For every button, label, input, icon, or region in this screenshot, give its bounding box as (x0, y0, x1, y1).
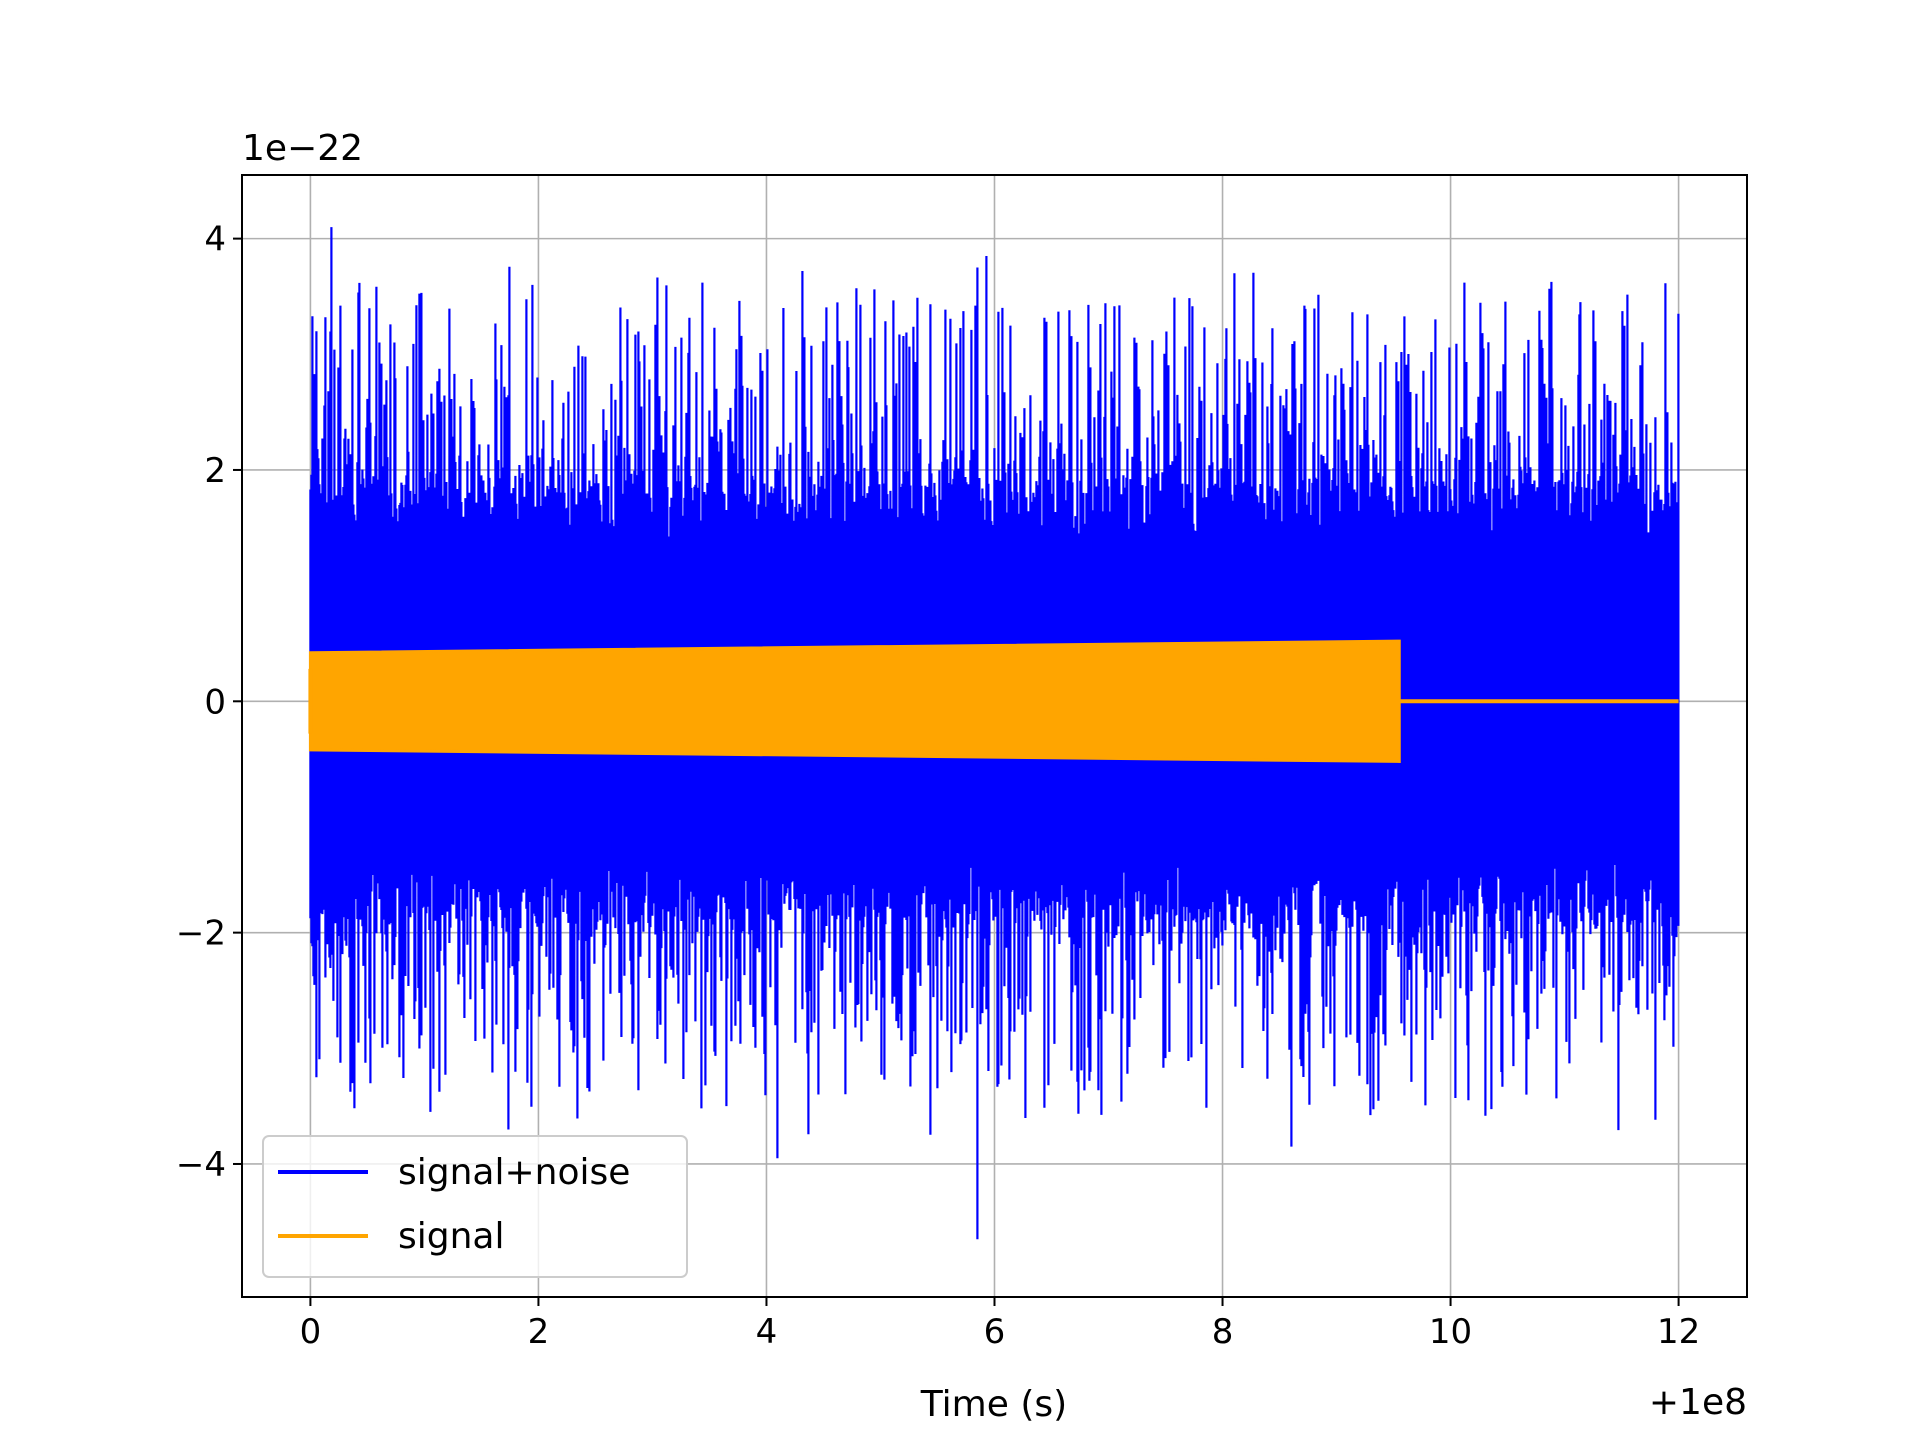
y-tick-label: −2 (176, 914, 226, 954)
x-tick-label: 0 (300, 1312, 322, 1352)
legend: signal+noise signal (262, 1135, 688, 1278)
x-tick-label: 10 (1429, 1312, 1472, 1352)
x-axis-label: Time (s) (920, 1384, 1067, 1425)
legend-box (262, 1135, 688, 1278)
x-axis: 0 2 4 6 8 10 12 (300, 1297, 1700, 1352)
x-tick-label: 4 (756, 1312, 778, 1352)
series-signal-envelope (308, 639, 1401, 763)
x-tick-label: 2 (528, 1312, 550, 1352)
y-axis: −4 −2 0 2 4 (176, 220, 242, 1185)
x-tick-label: 12 (1657, 1312, 1700, 1352)
y-offset-label: 1e−22 (242, 128, 363, 169)
legend-label-signal: signal (398, 1216, 505, 1257)
x-offset-label: +1e8 (1649, 1382, 1747, 1423)
y-tick-label: −4 (176, 1145, 226, 1185)
legend-label-signal-noise: signal+noise (398, 1152, 630, 1193)
y-tick-label: 2 (204, 451, 226, 491)
series-layer (308, 227, 1680, 1240)
x-tick-label: 8 (1212, 1312, 1234, 1352)
y-tick-label: 0 (204, 682, 226, 722)
x-tick-label: 6 (984, 1312, 1006, 1352)
y-tick-label: 4 (204, 220, 226, 260)
